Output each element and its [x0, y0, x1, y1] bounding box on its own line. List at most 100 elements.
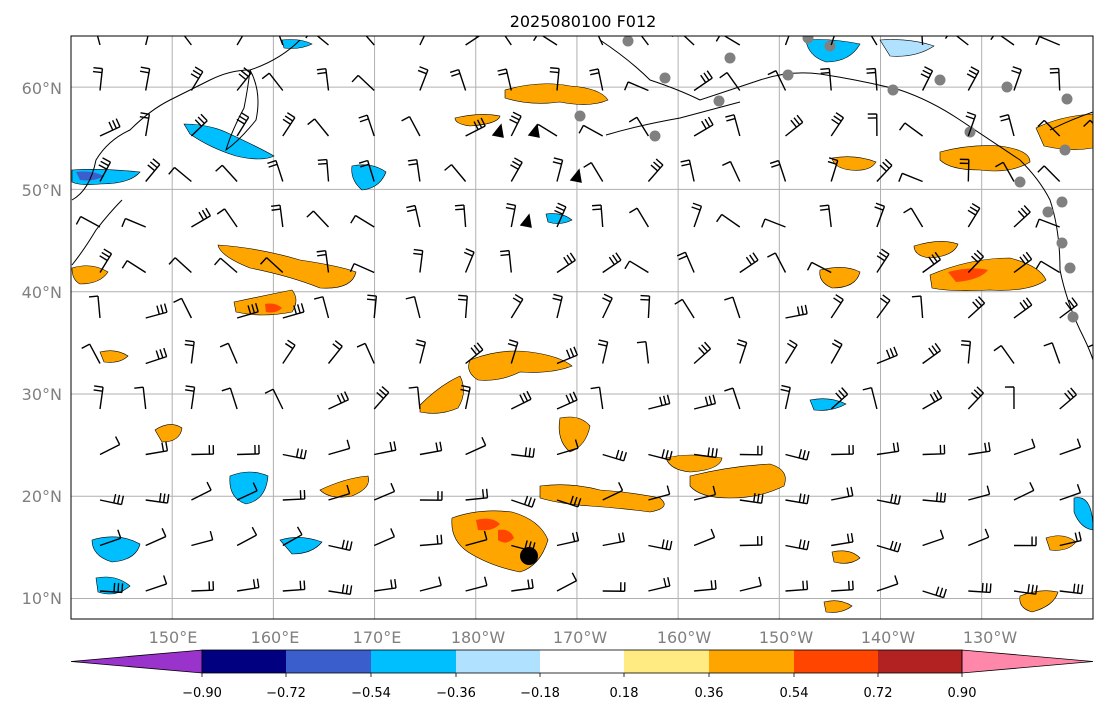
barb-feather [789, 339, 798, 346]
wind-barb [145, 303, 168, 319]
barb-feather [700, 74, 707, 83]
gray-station-dot [1059, 144, 1071, 156]
wind-barb [88, 295, 101, 319]
barb-shaft [777, 160, 787, 182]
barb-feather [833, 297, 842, 304]
wind-barb [407, 159, 421, 182]
barb-shaft [922, 453, 945, 456]
latitude-labels: 60°N 50°N 40°N 30°N 20°N 10°N [22, 79, 62, 608]
wind-barb [1013, 251, 1033, 274]
wind-barb-pennant [491, 123, 504, 138]
wind-barb [511, 495, 536, 508]
gray-station-dot [713, 95, 725, 107]
barb-feather [88, 295, 99, 298]
barb-feather [286, 112, 296, 119]
barb-feather [939, 492, 943, 502]
barb-feather [237, 28, 245, 33]
barb-shaft [739, 585, 762, 592]
barb-feather [336, 394, 342, 404]
wind-barb [328, 484, 351, 501]
colorbar-labels: −0.90 −0.72 −0.54 −0.36 −0.18 0.18 0.36 … [182, 686, 976, 701]
barb-shaft [464, 387, 471, 410]
barb-feather [435, 442, 439, 452]
barb-pennant [527, 123, 540, 138]
barb-feather [159, 349, 164, 359]
barb-shaft [465, 444, 486, 456]
barb-feather [198, 211, 205, 221]
barb-feather [703, 72, 710, 81]
barb-shaft [629, 260, 649, 274]
barb-feather [578, 125, 585, 134]
wind-barb [92, 66, 104, 91]
wind-barb [597, 36, 604, 46]
wind-barb [862, 386, 878, 410]
barb-feather [833, 339, 843, 345]
wind-barb [1059, 583, 1084, 595]
barb-feather [898, 173, 903, 182]
negative-contour-blob [879, 39, 935, 57]
barb-feather [666, 394, 671, 404]
storm-center-marker [520, 547, 538, 565]
wind-barb [785, 539, 810, 551]
barb-feather [710, 528, 716, 538]
wind-barb [305, 36, 329, 46]
barb-feather [931, 254, 938, 263]
barb-feather [889, 540, 894, 550]
barb-feather [192, 69, 202, 76]
barb-shaft [684, 252, 695, 273]
barb-shaft [968, 493, 990, 501]
wind-barb [99, 493, 125, 506]
barb-feather [498, 72, 508, 76]
wind-barb [806, 261, 832, 274]
barb-feather [698, 346, 706, 355]
barb-feather [767, 70, 777, 76]
barb-shaft [224, 208, 238, 228]
barb-feather [944, 36, 949, 39]
colorbar-swatch [878, 650, 962, 673]
barb-feather [147, 164, 156, 172]
wind-barb [264, 388, 284, 410]
barb-feather [621, 532, 625, 542]
wind-barb [408, 386, 421, 410]
wind-barb [419, 534, 443, 547]
positive-contour-blob [419, 375, 464, 414]
barb-feather [798, 539, 802, 549]
barb-feather [972, 301, 980, 309]
barb-feather [573, 496, 578, 506]
barb-feather [973, 252, 982, 260]
barb-shaft [314, 118, 330, 137]
barb-feather [724, 296, 734, 301]
barb-feather [892, 442, 896, 452]
wind-barb [145, 441, 169, 456]
barb-shaft [96, 36, 101, 46]
wind-barb [145, 575, 168, 592]
barb-shaft [590, 162, 604, 182]
barb-feather [1035, 36, 1041, 46]
barb-feather [158, 492, 162, 503]
barb-feather [531, 498, 536, 508]
barb-feather [680, 159, 690, 163]
wind-barb [184, 385, 196, 410]
barb-feather [500, 249, 510, 253]
positive-contour-blob [913, 241, 959, 259]
wind-barb [418, 28, 426, 46]
wind-barb [693, 341, 712, 365]
wind-barb [401, 115, 421, 137]
barb-feather [722, 160, 731, 167]
wind-barb [373, 386, 390, 410]
barb-shaft [373, 296, 378, 319]
wind-barb [831, 445, 854, 456]
barb-shaft [236, 311, 259, 319]
barb-feather [295, 448, 300, 458]
barb-feather [366, 298, 377, 301]
colorbar-label: −0.72 [266, 686, 306, 701]
barb-feather [830, 21, 839, 24]
positive-contour-blob [1019, 590, 1059, 613]
barb-feather [108, 121, 114, 131]
wind-barb [640, 294, 651, 319]
barb-shaft [1038, 218, 1060, 228]
wind-barb [358, 159, 375, 182]
barb-feather [418, 28, 426, 32]
barb-feather [463, 251, 473, 257]
